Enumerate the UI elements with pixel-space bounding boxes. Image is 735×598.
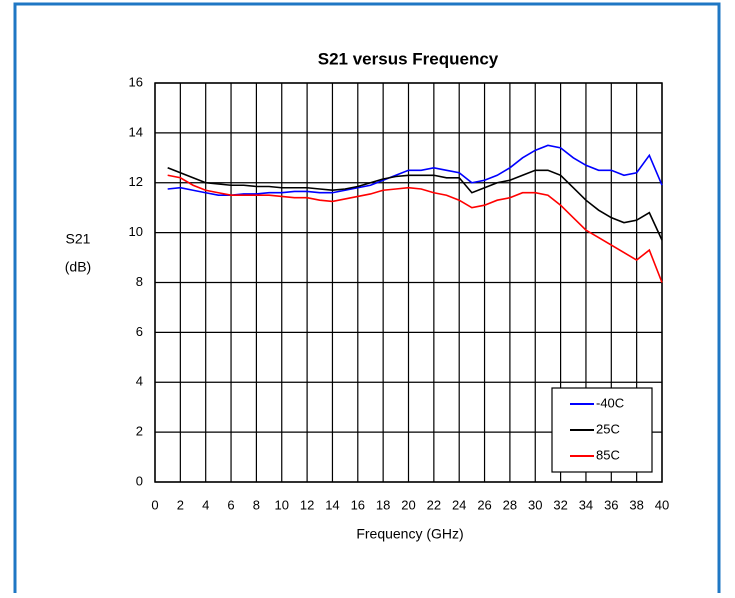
legend-label: 25C	[596, 421, 620, 436]
y-tick-label: 4	[136, 374, 143, 389]
x-tick-label: 26	[477, 497, 491, 512]
x-tick-label: 2	[177, 497, 184, 512]
y-tick-label: 2	[136, 424, 143, 439]
frame	[13, 2, 721, 598]
x-tick-label: 18	[376, 497, 390, 512]
y-axis-label: S21	[66, 231, 91, 247]
x-tick-label: 32	[553, 497, 567, 512]
x-tick-label: 24	[452, 497, 466, 512]
y-tick-label: 14	[129, 124, 143, 139]
x-tick-label: 6	[227, 497, 234, 512]
legend-label: -40C	[596, 395, 624, 410]
y-axis-label: (dB)	[65, 259, 91, 275]
x-tick-label: 4	[202, 497, 209, 512]
x-tick-label: 14	[325, 497, 339, 512]
y-tick-label: 8	[136, 274, 143, 289]
y-tick-label: 16	[129, 74, 143, 89]
x-tick-label: 38	[629, 497, 643, 512]
x-tick-label: 20	[401, 497, 415, 512]
x-tick-label: 22	[427, 497, 441, 512]
y-tick-label: 12	[129, 174, 143, 189]
x-tick-label: 28	[503, 497, 517, 512]
x-tick-label: 12	[300, 497, 314, 512]
y-tick-label: 10	[129, 224, 143, 239]
x-axis-label: Frequency (GHz)	[356, 526, 463, 542]
y-tick-label: 6	[136, 324, 143, 339]
x-tick-label: 16	[351, 497, 365, 512]
legend-box	[551, 387, 653, 473]
line-series	[167, 174, 663, 283]
x-tick-label: 34	[579, 497, 593, 512]
x-tick-label: 30	[528, 497, 542, 512]
chart-title: S21 versus Frequency	[318, 49, 499, 68]
x-tick-label: 40	[655, 497, 669, 512]
y-tick-label: 0	[136, 473, 143, 488]
x-tick-label: 0	[151, 497, 158, 512]
line-series	[167, 167, 663, 241]
x-tick-label: 8	[253, 497, 260, 512]
legend-label: 85C	[596, 447, 620, 462]
x-tick-label: 36	[604, 497, 618, 512]
line-series	[167, 144, 663, 197]
x-tick-label: 10	[275, 497, 289, 512]
